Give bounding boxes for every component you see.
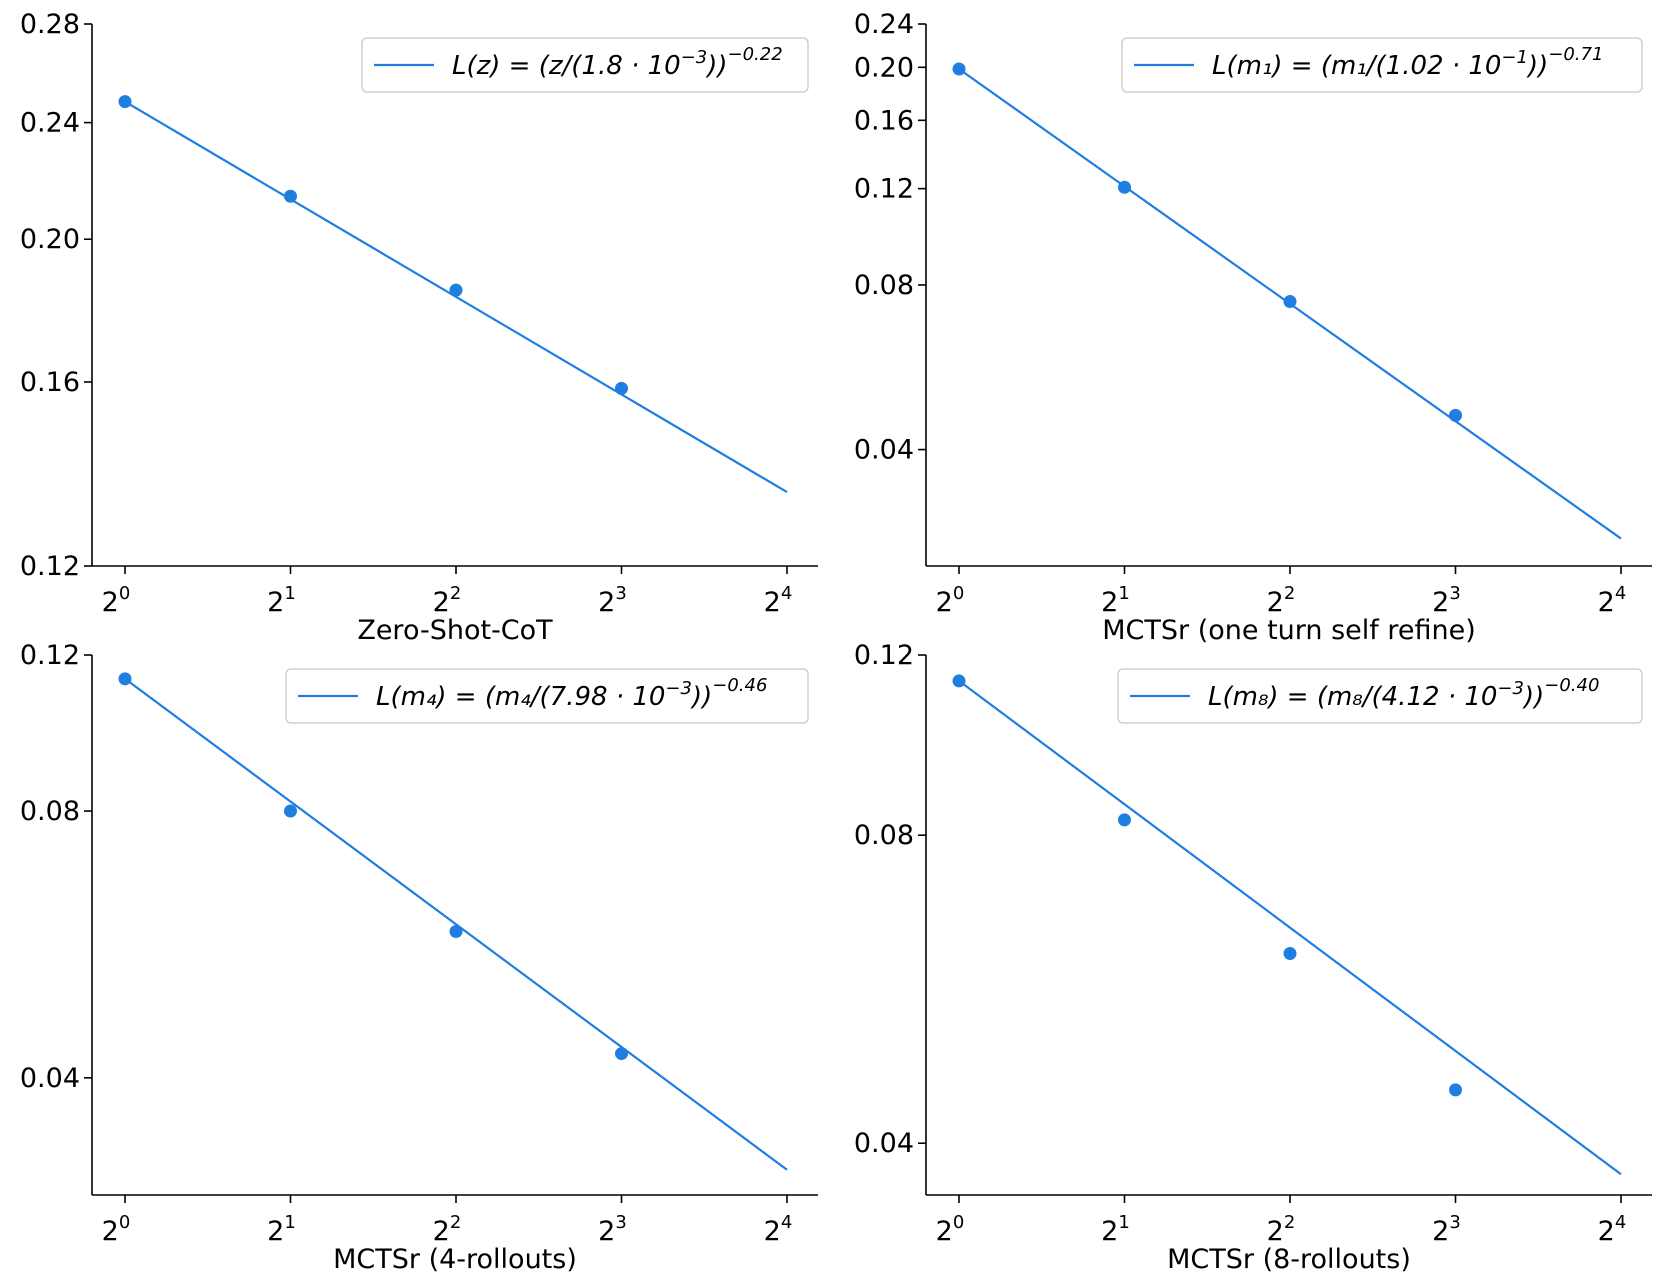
x-tick-label: 24 [1598, 1212, 1627, 1247]
chart-panel-1: 0.12 0.16 0.20 0.24 0.28 20 21 22 23 24 Zero-Shot-… [20, 9, 818, 646]
chart-panel-3: 0.04 0.08 0.12 20 21 22 23 24 MCTSr (4-rollouts)… [20, 640, 818, 1275]
y-tick-label: 0.08 [20, 796, 80, 827]
data-point [1449, 1083, 1462, 1097]
x-tick-label: 23 [598, 1212, 627, 1247]
legend-label: L(m₈) = (m₈/(4.12 · 10−3))−0.40 [1208, 675, 1599, 712]
legend-label: L(m₁) = (m₁/(1.02 · 10−1))−0.71 [1212, 44, 1603, 81]
y-tick-label: 0.12 [854, 640, 914, 671]
data-point [1449, 408, 1462, 422]
x-tick-label: 20 [102, 1212, 131, 1247]
y-tick-label: 0.20 [20, 224, 80, 255]
x-tick-label: 22 [1267, 583, 1296, 618]
y-tick-label: 0.12 [20, 551, 80, 582]
x-tick-label: 20 [102, 583, 131, 618]
y-tick-label: 0.04 [20, 1063, 80, 1094]
x-tick-label: 22 [433, 583, 462, 618]
x-tick-label: 21 [1101, 583, 1130, 618]
x-tick-label: 21 [1101, 1212, 1130, 1247]
data-point [615, 1047, 628, 1061]
data-point [1283, 947, 1297, 961]
y-tick-label: 0.20 [854, 52, 914, 83]
data-point [615, 381, 628, 395]
legend: L(z) = (z/(1.8 · 10−3))−0.22 [361, 37, 809, 93]
y-tick-label: 0.08 [854, 820, 914, 851]
x-tick-label: 20 [936, 583, 965, 618]
x-axis-label: MCTSr (8-rollouts) [1167, 1244, 1411, 1275]
x-axis-label: Zero-Shot-CoT [357, 615, 553, 646]
fit-line [958, 680, 1622, 1176]
x-tick-label: 21 [267, 1212, 296, 1247]
data-point [118, 672, 132, 686]
legend-box [285, 668, 809, 724]
y-tick-label: 0.12 [854, 174, 914, 205]
legend-box [1117, 668, 1643, 724]
x-tick-label: 23 [598, 583, 627, 618]
data-point [284, 189, 297, 203]
x-tick-label: 24 [764, 583, 793, 618]
legend: L(m₄) = (m₄/(7.98 · 10−3))−0.46 [285, 668, 809, 724]
legend: L(m₁) = (m₁/(1.02 · 10−1))−0.71 [1121, 37, 1643, 93]
y-tick-label: 0.12 [20, 640, 80, 671]
data-point [284, 804, 297, 818]
chart-panel-4: 0.04 0.08 0.12 20 21 22 23 24 MCTSr (8-rollouts)… [854, 640, 1652, 1275]
y-tick-label: 0.04 [854, 435, 914, 466]
x-tick-label: 20 [936, 1212, 965, 1247]
x-tick-label: 22 [433, 1212, 462, 1247]
data-point [1283, 295, 1297, 309]
x-axis-label: MCTSr (4-rollouts) [333, 1244, 577, 1275]
legend-label: L(m₄) = (m₄/(7.98 · 10−3))−0.46 [376, 675, 767, 712]
x-axis-label: MCTSr (one turn self refine) [1102, 615, 1476, 646]
legend: L(m₈) = (m₈/(4.12 · 10−3))−0.40 [1117, 668, 1643, 724]
y-tick-label: 0.24 [20, 108, 80, 139]
y-tick-label: 0.08 [854, 270, 914, 301]
y-tick-label: 0.28 [20, 9, 80, 40]
data-point [952, 62, 966, 76]
x-tick-label: 23 [1432, 583, 1461, 618]
legend-label: L(z) = (z/(1.8 · 10−3))−0.22 [452, 44, 783, 81]
data-point [1118, 180, 1131, 194]
data-point [952, 674, 966, 688]
chart-panel-2: 0.04 0.08 0.12 0.16 0.20 0.24 20 21 22 23 24 MCTSr … [854, 9, 1652, 646]
x-tick-label: 22 [1267, 1212, 1296, 1247]
y-tick-label: 0.16 [20, 367, 80, 398]
data-point [1118, 813, 1131, 827]
x-tick-label: 24 [764, 1212, 793, 1247]
x-tick-label: 23 [1432, 1212, 1461, 1247]
y-tick-label: 0.24 [854, 9, 914, 40]
x-tick-label: 21 [267, 583, 296, 618]
data-point [449, 925, 463, 939]
fit-line [124, 100, 788, 494]
fit-line [124, 677, 788, 1171]
legend-box [361, 37, 809, 93]
x-tick-label: 24 [1598, 583, 1627, 618]
data-point [118, 95, 132, 109]
data-point [449, 283, 463, 297]
y-tick-label: 0.04 [854, 1128, 914, 1159]
legend-box [1121, 37, 1643, 93]
y-tick-label: 0.16 [854, 105, 914, 136]
